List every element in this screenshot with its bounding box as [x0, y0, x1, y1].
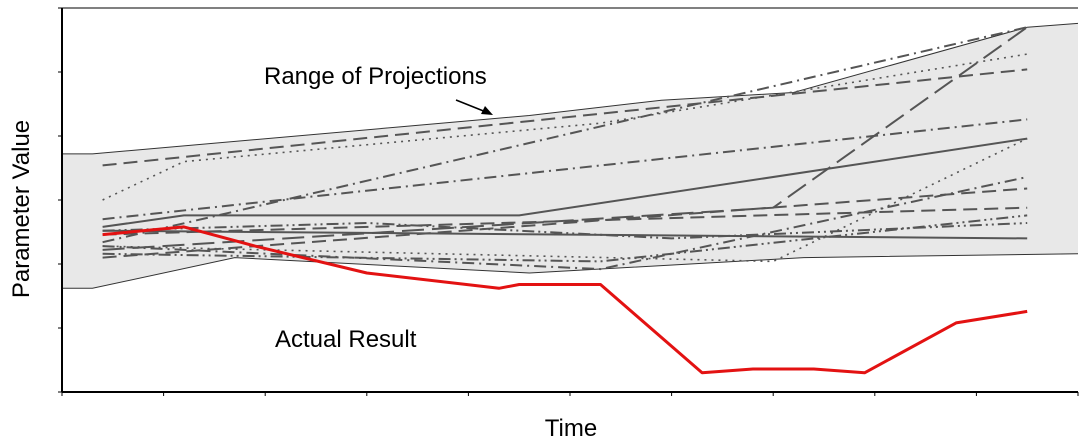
range-annotation-arrowhead [481, 106, 493, 115]
projection-line-1 [102, 68, 1028, 167]
actual-result-series [102, 225, 1028, 375]
axis-ticks [58, 7, 1079, 396]
y-axis-label: Parameter Value [8, 120, 35, 298]
projection-line-5 [102, 229, 1028, 240]
range-of-projections-annotation: Range of Projections [264, 63, 487, 90]
projection-line-12 [102, 214, 1028, 263]
projection-line-6 [102, 26, 1028, 244]
projection-line-4 [102, 137, 1028, 228]
projection-line-9 [102, 26, 1028, 251]
range-annotation-arrow [455, 99, 487, 113]
projection-lines [102, 26, 1028, 271]
actual-result-line [102, 225, 1028, 375]
projection-line-8 [102, 176, 1028, 271]
actual-result-annotation: Actual Result [275, 326, 417, 353]
range-band-upper-edge [62, 22, 1079, 155]
x-axis-label: Time [545, 415, 597, 440]
range-band-lower-edge [62, 253, 1079, 289]
